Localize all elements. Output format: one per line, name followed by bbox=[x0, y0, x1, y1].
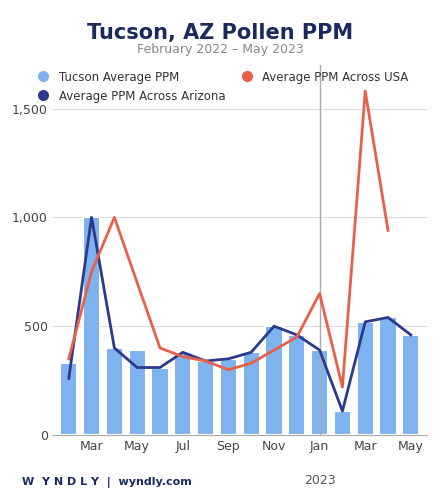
Bar bbox=[174, 352, 191, 435]
Bar bbox=[83, 218, 100, 435]
Bar bbox=[197, 361, 214, 435]
Bar bbox=[151, 368, 169, 435]
Bar bbox=[334, 411, 351, 435]
Text: 2023: 2023 bbox=[304, 474, 335, 487]
Text: February 2022 – May 2023: February 2022 – May 2023 bbox=[137, 42, 303, 56]
Text: W  Y N D L Y  |  wyndly.com: W Y N D L Y | wyndly.com bbox=[22, 476, 192, 488]
Bar bbox=[220, 359, 237, 435]
Bar bbox=[106, 348, 123, 435]
Bar bbox=[311, 350, 328, 435]
Legend: Tucson Average PPM, Average PPM Across Arizona, Average PPM Across USA: Tucson Average PPM, Average PPM Across A… bbox=[27, 66, 413, 108]
Bar bbox=[357, 322, 374, 435]
Bar bbox=[128, 350, 146, 435]
Bar bbox=[265, 326, 282, 435]
Bar bbox=[288, 335, 305, 435]
Bar bbox=[402, 335, 419, 435]
Text: Tucson, AZ Pollen PPM: Tucson, AZ Pollen PPM bbox=[87, 22, 353, 42]
Bar bbox=[242, 352, 260, 435]
Bar bbox=[379, 318, 396, 435]
Bar bbox=[60, 363, 77, 435]
